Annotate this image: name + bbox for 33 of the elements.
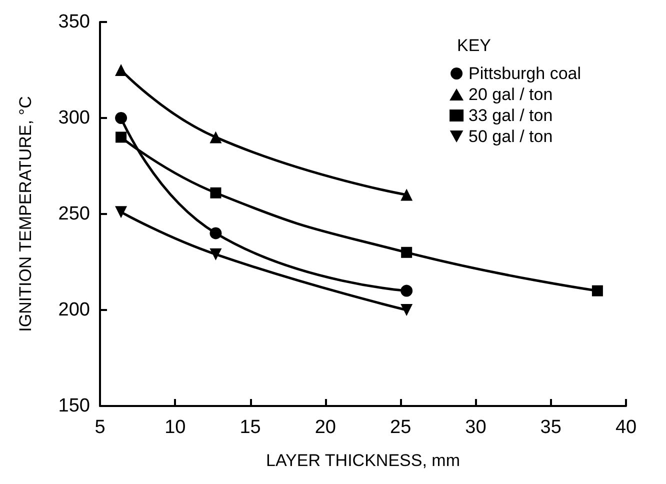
- point: [400, 304, 413, 316]
- x-tick-label: 5: [94, 417, 106, 438]
- point: [400, 188, 413, 201]
- point: [115, 206, 128, 218]
- point: [115, 112, 128, 124]
- x-tick-label: 10: [164, 417, 186, 438]
- point: [210, 227, 222, 240]
- y-axis-title: IGNITION TEMPERATURE, °C: [16, 96, 35, 332]
- point: [116, 132, 127, 143]
- point: [210, 187, 222, 198]
- legend-label: Pittsburgh coal: [468, 64, 581, 83]
- point: [401, 246, 412, 258]
- y-tick-label: 350: [58, 12, 90, 32]
- point: [400, 284, 413, 297]
- y-tick-label: 150: [58, 396, 90, 416]
- legend-label: 50 gal / ton: [468, 127, 553, 146]
- legend-label: 33 gal / ton: [468, 106, 553, 125]
- point: [210, 248, 222, 260]
- y-tick-label: 200: [58, 300, 90, 320]
- x-tick-label: 15: [240, 417, 261, 438]
- x-tick-label: 35: [540, 417, 562, 438]
- point: [210, 131, 222, 144]
- x-tick-label: 40: [615, 417, 637, 438]
- y-tick-label: 300: [58, 108, 90, 128]
- point: [592, 285, 603, 296]
- x-axis-title: LAYER THICKNESS, mm: [266, 451, 460, 470]
- y-tick-label: 250: [58, 204, 90, 224]
- x-tick-label: 20: [314, 417, 336, 438]
- x-tick-label: 25: [390, 417, 412, 438]
- point: [115, 64, 128, 76]
- legend-label: 20 gal / ton: [468, 85, 553, 104]
- legend-title: KEY: [456, 36, 492, 55]
- x-tick-label: 30: [465, 417, 486, 438]
